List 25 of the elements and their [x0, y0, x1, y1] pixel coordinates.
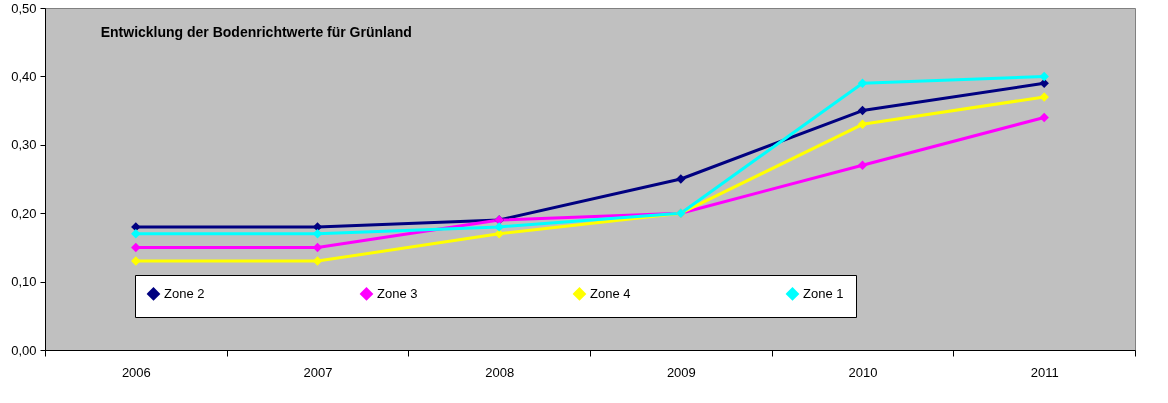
y-tick-label: 0,10 [11, 274, 37, 290]
y-tick-label: 0,00 [11, 342, 37, 358]
x-tick-label: 2010 [848, 364, 878, 380]
y-tick-label: 0,50 [11, 0, 37, 16]
x-tick-label: 2008 [485, 364, 515, 380]
legend-label: Zone 3 [377, 285, 418, 301]
x-tick-label: 2006 [121, 364, 151, 380]
point [857, 105, 868, 116]
point [131, 228, 141, 239]
x-tick-label: 2009 [666, 364, 696, 380]
x-tick-label: 2007 [303, 364, 333, 380]
legend-label: Zone 2 [164, 285, 205, 301]
point [857, 160, 868, 171]
point [857, 119, 868, 130]
y-tick-label: 0,40 [11, 68, 37, 84]
y-tick-label: 0,30 [11, 137, 37, 153]
point [1039, 71, 1049, 82]
point [857, 78, 868, 88]
legend-label: Zone 1 [803, 285, 844, 301]
x-tick-label: 2011 [1030, 364, 1059, 380]
text: Entwicklung der Bodenrichtwerte für Grünland [100, 24, 412, 40]
y-tick-label: 0,20 [11, 205, 37, 221]
point [494, 222, 504, 232]
legend-label: Zone 4 [590, 285, 631, 301]
point [1039, 112, 1049, 123]
